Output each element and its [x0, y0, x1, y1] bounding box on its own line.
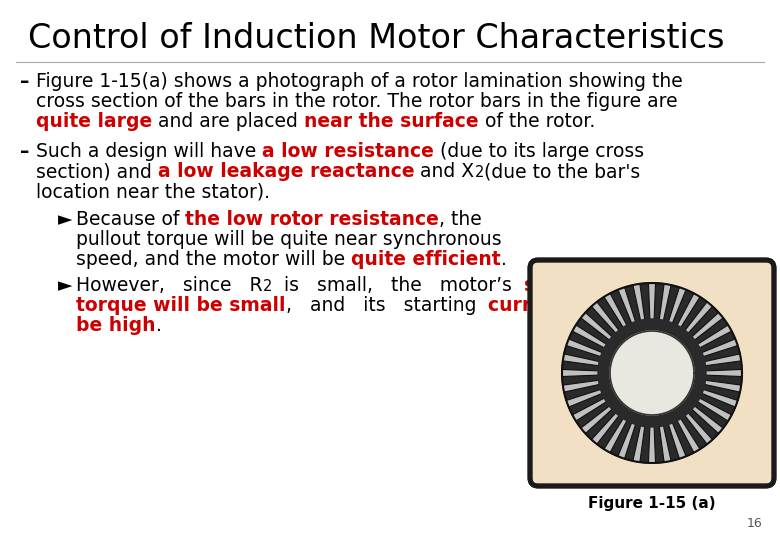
- Text: location near the stator).: location near the stator).: [36, 182, 270, 201]
- Polygon shape: [618, 423, 636, 458]
- Polygon shape: [591, 302, 619, 333]
- Text: (due to the bar's: (due to the bar's: [484, 162, 640, 181]
- Text: starting: starting: [524, 276, 608, 295]
- Polygon shape: [697, 325, 732, 348]
- Text: cross section of the bars in the rotor. The rotor bars in the figure are: cross section of the bars in the rotor. …: [36, 92, 678, 111]
- Polygon shape: [685, 413, 712, 444]
- Polygon shape: [702, 339, 738, 356]
- Text: 2: 2: [263, 279, 272, 294]
- Polygon shape: [604, 293, 627, 327]
- Polygon shape: [618, 287, 636, 323]
- Polygon shape: [566, 339, 602, 356]
- Polygon shape: [659, 426, 671, 462]
- Text: current will: current will: [488, 296, 610, 315]
- Text: 2: 2: [474, 165, 484, 180]
- Polygon shape: [705, 380, 741, 392]
- Polygon shape: [659, 284, 671, 320]
- Polygon shape: [591, 413, 619, 444]
- Polygon shape: [706, 369, 742, 376]
- Polygon shape: [677, 293, 700, 327]
- Text: section) and: section) and: [36, 162, 158, 181]
- Polygon shape: [677, 418, 700, 453]
- Polygon shape: [668, 423, 686, 458]
- Text: pullout torque will be quite near synchronous: pullout torque will be quite near synchr…: [76, 230, 502, 249]
- Text: a low resistance: a low resistance: [262, 142, 434, 161]
- Text: near the surface: near the surface: [304, 112, 479, 131]
- Text: –: –: [20, 72, 30, 91]
- Text: ►: ►: [58, 276, 73, 295]
- Text: Figure 1-15 (a): Figure 1-15 (a): [588, 496, 716, 511]
- Polygon shape: [598, 319, 706, 427]
- Polygon shape: [604, 418, 627, 453]
- Polygon shape: [648, 427, 655, 463]
- Polygon shape: [633, 426, 645, 462]
- Text: ,   and   its   starting: , and its starting: [285, 296, 488, 315]
- Text: Control of Induction Motor Characteristics: Control of Induction Motor Characteristi…: [28, 22, 725, 55]
- Text: quite efficient: quite efficient: [351, 250, 501, 269]
- Polygon shape: [692, 406, 723, 434]
- Polygon shape: [563, 380, 599, 392]
- Polygon shape: [573, 398, 606, 421]
- Text: be high: be high: [76, 316, 155, 335]
- Polygon shape: [685, 302, 712, 333]
- Polygon shape: [705, 354, 741, 366]
- Polygon shape: [581, 313, 612, 340]
- Text: and X: and X: [414, 162, 474, 181]
- Text: ►: ►: [58, 210, 73, 229]
- Text: quite large: quite large: [36, 112, 152, 131]
- Text: is   small,   the   motor’s: is small, the motor’s: [272, 276, 524, 295]
- Polygon shape: [648, 283, 655, 319]
- Text: –: –: [20, 142, 30, 161]
- Polygon shape: [697, 398, 732, 421]
- FancyBboxPatch shape: [530, 260, 774, 486]
- Text: torque will be small: torque will be small: [76, 296, 285, 315]
- Polygon shape: [566, 389, 602, 407]
- Text: , the: , the: [439, 210, 482, 229]
- Text: (due to its large cross: (due to its large cross: [434, 142, 644, 161]
- Polygon shape: [562, 369, 598, 376]
- Text: a low leakage reactance: a low leakage reactance: [158, 162, 414, 181]
- Polygon shape: [573, 325, 606, 348]
- Polygon shape: [633, 284, 645, 320]
- Text: Because of: Because of: [76, 210, 186, 229]
- Polygon shape: [610, 331, 694, 415]
- Text: Such a design will have: Such a design will have: [36, 142, 262, 161]
- Text: and are placed: and are placed: [152, 112, 304, 131]
- Text: 16: 16: [746, 517, 762, 530]
- Text: .: .: [501, 250, 507, 269]
- Text: However,   since   R: However, since R: [76, 276, 263, 295]
- Text: .: .: [155, 316, 161, 335]
- Polygon shape: [702, 389, 738, 407]
- Text: Figure 1-15(a) shows a photograph of a rotor lamination showing the: Figure 1-15(a) shows a photograph of a r…: [36, 72, 682, 91]
- Text: of the rotor.: of the rotor.: [479, 112, 595, 131]
- Text: the low rotor resistance: the low rotor resistance: [186, 210, 439, 229]
- Polygon shape: [563, 354, 599, 366]
- Polygon shape: [581, 406, 612, 434]
- Polygon shape: [668, 287, 686, 323]
- Text: speed, and the motor will be: speed, and the motor will be: [76, 250, 351, 269]
- Polygon shape: [562, 283, 742, 463]
- Polygon shape: [692, 313, 723, 340]
